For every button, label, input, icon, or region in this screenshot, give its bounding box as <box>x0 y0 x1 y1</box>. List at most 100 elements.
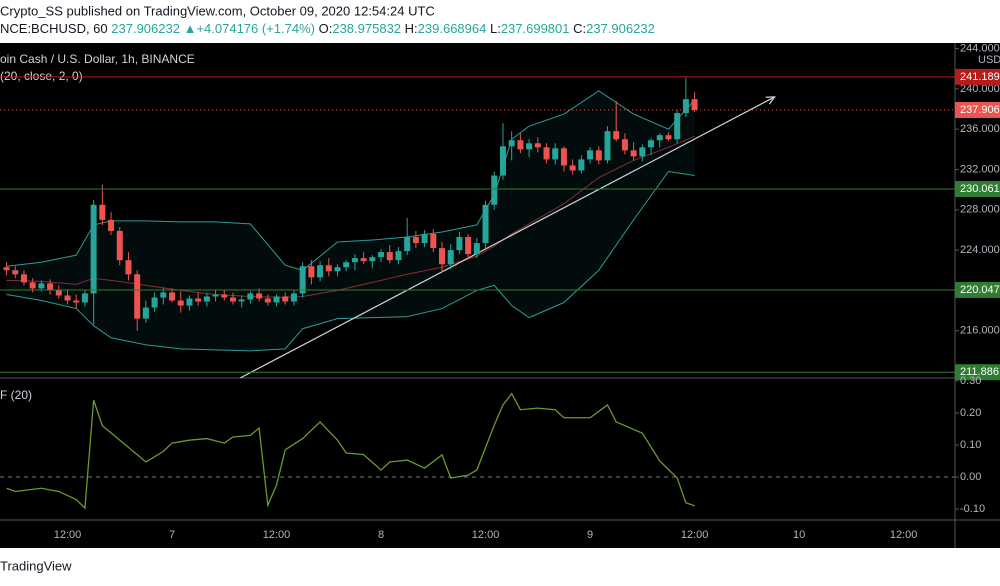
candle-body <box>3 267 10 271</box>
price: 237.906232 <box>111 21 180 36</box>
candle-body <box>456 237 463 251</box>
candle-body <box>674 113 681 140</box>
x-tick-label: 12:00 <box>54 529 82 541</box>
candle-body <box>47 283 54 291</box>
level-label: 230.061 <box>960 183 1000 195</box>
y-tick-label: 240.000 <box>960 83 1000 95</box>
level-label-box <box>955 181 1000 198</box>
candle-body <box>351 258 358 263</box>
candle-body <box>665 135 672 140</box>
candle-body <box>560 148 567 166</box>
candle-body <box>282 296 289 302</box>
candle-body <box>20 274 27 283</box>
symbol: NCE:BCHUSD, 60 <box>0 21 108 36</box>
indicator-pane <box>6 392 695 510</box>
candle-body <box>386 252 393 261</box>
candle-body <box>151 297 158 308</box>
ohlc-value: 237.699801 <box>501 21 570 36</box>
level-label-box <box>955 364 1000 381</box>
candle-body <box>308 266 315 278</box>
candle-body <box>334 267 341 272</box>
candle-body <box>447 250 454 265</box>
ohlc-value: 239.668964 <box>418 21 487 36</box>
candle-body <box>38 283 45 289</box>
candle-body <box>430 233 437 249</box>
y-tick-label: 216.000 <box>960 325 1000 337</box>
candle-body <box>526 143 533 150</box>
x-tick-label: 12:00 <box>472 529 500 541</box>
candle-body <box>639 147 646 157</box>
candle-body <box>473 243 480 255</box>
candle-body <box>552 148 559 160</box>
trendline-arrow <box>765 96 776 105</box>
symbol-line: NCE:BCHUSD, 60 237.906232 ▲+4.074176 (+1… <box>0 21 655 36</box>
candle-body <box>482 204 489 244</box>
candle-body <box>412 237 419 244</box>
ohlc-label: O: <box>319 21 333 36</box>
candle-body <box>360 258 367 262</box>
candle-body <box>317 265 324 278</box>
candle-body <box>195 298 202 302</box>
candle-body <box>343 262 350 268</box>
x-tick-label: 12:00 <box>890 529 918 541</box>
price-pane <box>3 77 776 378</box>
candle-body <box>81 293 88 303</box>
y-tick-label: 228.000 <box>960 204 1000 216</box>
candle-body <box>142 307 149 319</box>
indicator-line <box>6 392 695 510</box>
x-tick-label: 12:00 <box>681 529 709 541</box>
level-label: 220.047 <box>960 284 1000 296</box>
y-tick-label: 0.10 <box>960 439 981 451</box>
candle-body <box>325 265 332 272</box>
candle-body <box>508 140 515 147</box>
candle-body <box>543 147 550 160</box>
candle-body <box>604 131 611 161</box>
candle-body <box>299 266 306 294</box>
candle-body <box>578 159 585 171</box>
candle-body <box>656 135 663 141</box>
candle-body <box>212 294 219 297</box>
y-tick-label: 224.000 <box>960 244 1000 256</box>
y-tick-label: 232.000 <box>960 163 1000 175</box>
band-line <box>6 135 695 298</box>
candle-body <box>534 143 541 148</box>
candle-body <box>587 150 594 160</box>
candle-body <box>221 294 228 298</box>
chart-background <box>0 43 1000 548</box>
candle-body <box>264 298 271 303</box>
y-tick-label: 0.00 <box>960 471 981 483</box>
candle-body <box>186 298 193 306</box>
footer: TradingView <box>0 558 72 573</box>
x-tick-label: 8 <box>378 529 384 541</box>
indicator-params: (20, close, 2, 0) <box>0 69 83 83</box>
chart-title: oin Cash / U.S. Dollar, 1h, BINANCE <box>0 52 195 66</box>
ohlc-value: 238.975832 <box>332 21 401 36</box>
candle-body <box>691 99 698 110</box>
unit-label: USD <box>978 54 1000 66</box>
candle-body <box>465 237 472 255</box>
y-tick-label: 244.000 <box>960 42 1000 54</box>
candle-body <box>55 290 62 296</box>
candle-body <box>395 251 402 261</box>
last-price-label: 237.906 <box>960 104 1000 116</box>
level-label-box <box>955 281 1000 298</box>
candle-body <box>125 260 132 275</box>
y-tick-label: 0.20 <box>960 407 981 419</box>
candle-body <box>12 270 19 275</box>
candle-body <box>99 204 106 220</box>
candle-body <box>613 131 620 140</box>
y-tick-label: 236.000 <box>960 123 1000 135</box>
candle-body <box>73 300 80 303</box>
plot: 12:00 7 12:00 8 12:00 9 12:00 10 12:00 216.000 220… <box>0 42 1000 541</box>
x-tick-label: 9 <box>587 529 593 541</box>
candle-body <box>229 297 236 302</box>
y-tick-label: -0.10 <box>960 503 985 515</box>
ohlc-label: L: <box>490 21 501 36</box>
level-label-box <box>955 68 1000 85</box>
candle-body <box>595 150 602 161</box>
candle-body <box>116 230 123 261</box>
ohlc-label: H: <box>405 21 418 36</box>
x-tick-label: 7 <box>169 529 175 541</box>
candle-body <box>491 175 498 205</box>
